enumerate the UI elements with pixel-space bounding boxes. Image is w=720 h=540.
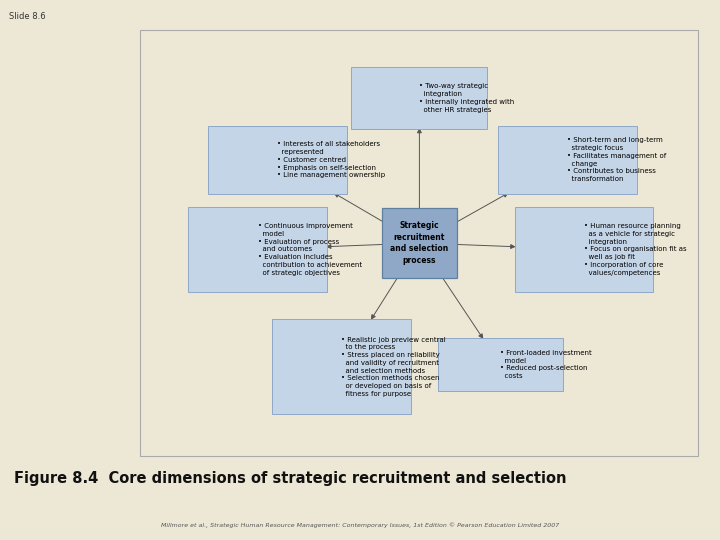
Text: Figure 8.4  Core dimensions of strategic recruitment and selection: Figure 8.4 Core dimensions of strategic …	[14, 471, 567, 486]
FancyBboxPatch shape	[438, 338, 563, 391]
Text: • Continuous improvement
  model
• Evaluation of process
  and outcomes
• Evalua: • Continuous improvement model • Evaluat…	[258, 223, 361, 275]
FancyBboxPatch shape	[351, 68, 487, 129]
FancyBboxPatch shape	[207, 126, 346, 194]
FancyBboxPatch shape	[272, 319, 410, 415]
Text: • Short-term and long-term
  strategic focus
• Facilitates management of
  chang: • Short-term and long-term strategic foc…	[567, 138, 667, 182]
Text: • Front-loaded investment
  model
• Reduced post-selection
  costs: • Front-loaded investment model • Reduce…	[500, 350, 592, 379]
Text: • Human resource planning
  as a vehicle for strategic
  integration
• Focus on : • Human resource planning as a vehicle f…	[584, 223, 687, 275]
Text: Millmore et al., Strategic Human Resource Management: Contemporary Issues, 1st E: Millmore et al., Strategic Human Resourc…	[161, 523, 559, 528]
Text: • Two-way strategic
  integration
• Internally integrated with
  other HR strate: • Two-way strategic integration • Intern…	[419, 83, 515, 112]
FancyBboxPatch shape	[188, 207, 327, 292]
Text: • Interests of all stakeholders
  represented
• Customer centred
• Emphasis on s: • Interests of all stakeholders represen…	[277, 141, 385, 178]
Text: • Realistic job preview central
  to the process
• Stress placed on reliability
: • Realistic job preview central to the p…	[341, 336, 446, 397]
FancyBboxPatch shape	[498, 126, 636, 194]
FancyBboxPatch shape	[382, 208, 456, 278]
Text: Slide 8.6: Slide 8.6	[9, 12, 45, 21]
FancyBboxPatch shape	[515, 207, 654, 292]
Text: Strategic
recruitment
and selection
process: Strategic recruitment and selection proc…	[390, 221, 449, 265]
